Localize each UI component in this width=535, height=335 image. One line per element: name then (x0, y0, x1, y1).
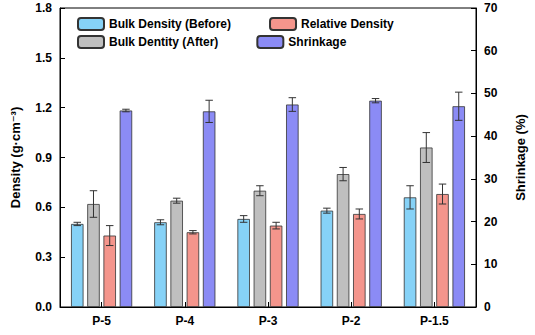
svg-text:0: 0 (484, 300, 491, 314)
svg-text:P-1.5: P-1.5 (420, 314, 449, 328)
svg-text:Density (g·cm⁻³): Density (g·cm⁻³) (8, 107, 23, 208)
svg-text:P-3: P-3 (259, 314, 278, 328)
svg-text:Bulk Dentity (After): Bulk Dentity (After) (109, 35, 218, 49)
svg-text:10: 10 (484, 257, 498, 271)
svg-text:Shrinkage (%): Shrinkage (%) (513, 114, 528, 201)
svg-text:0.9: 0.9 (35, 151, 52, 165)
svg-text:0.3: 0.3 (35, 250, 52, 264)
svg-text:40: 40 (484, 129, 498, 143)
svg-text:Relative Density: Relative Density (301, 17, 394, 31)
svg-text:1.2: 1.2 (35, 101, 52, 115)
svg-text:60: 60 (484, 44, 498, 58)
svg-text:P-4: P-4 (175, 314, 194, 328)
svg-text:70: 70 (484, 1, 498, 15)
svg-text:1.5: 1.5 (35, 51, 52, 65)
svg-text:Bulk Density (Before): Bulk Density (Before) (109, 17, 231, 31)
svg-text:30: 30 (484, 172, 498, 186)
svg-text:P-2: P-2 (342, 314, 361, 328)
svg-text:50: 50 (484, 86, 498, 100)
svg-text:20: 20 (484, 215, 498, 229)
svg-text:Shrinkage: Shrinkage (288, 35, 346, 49)
svg-text:0.0: 0.0 (35, 300, 52, 314)
svg-text:0.6: 0.6 (35, 200, 52, 214)
svg-text:1.8: 1.8 (35, 1, 52, 15)
svg-text:P-5: P-5 (92, 314, 111, 328)
